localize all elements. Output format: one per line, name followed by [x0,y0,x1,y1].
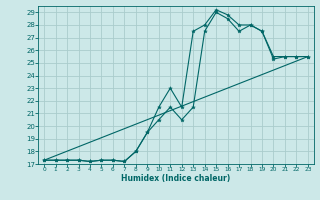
X-axis label: Humidex (Indice chaleur): Humidex (Indice chaleur) [121,174,231,183]
